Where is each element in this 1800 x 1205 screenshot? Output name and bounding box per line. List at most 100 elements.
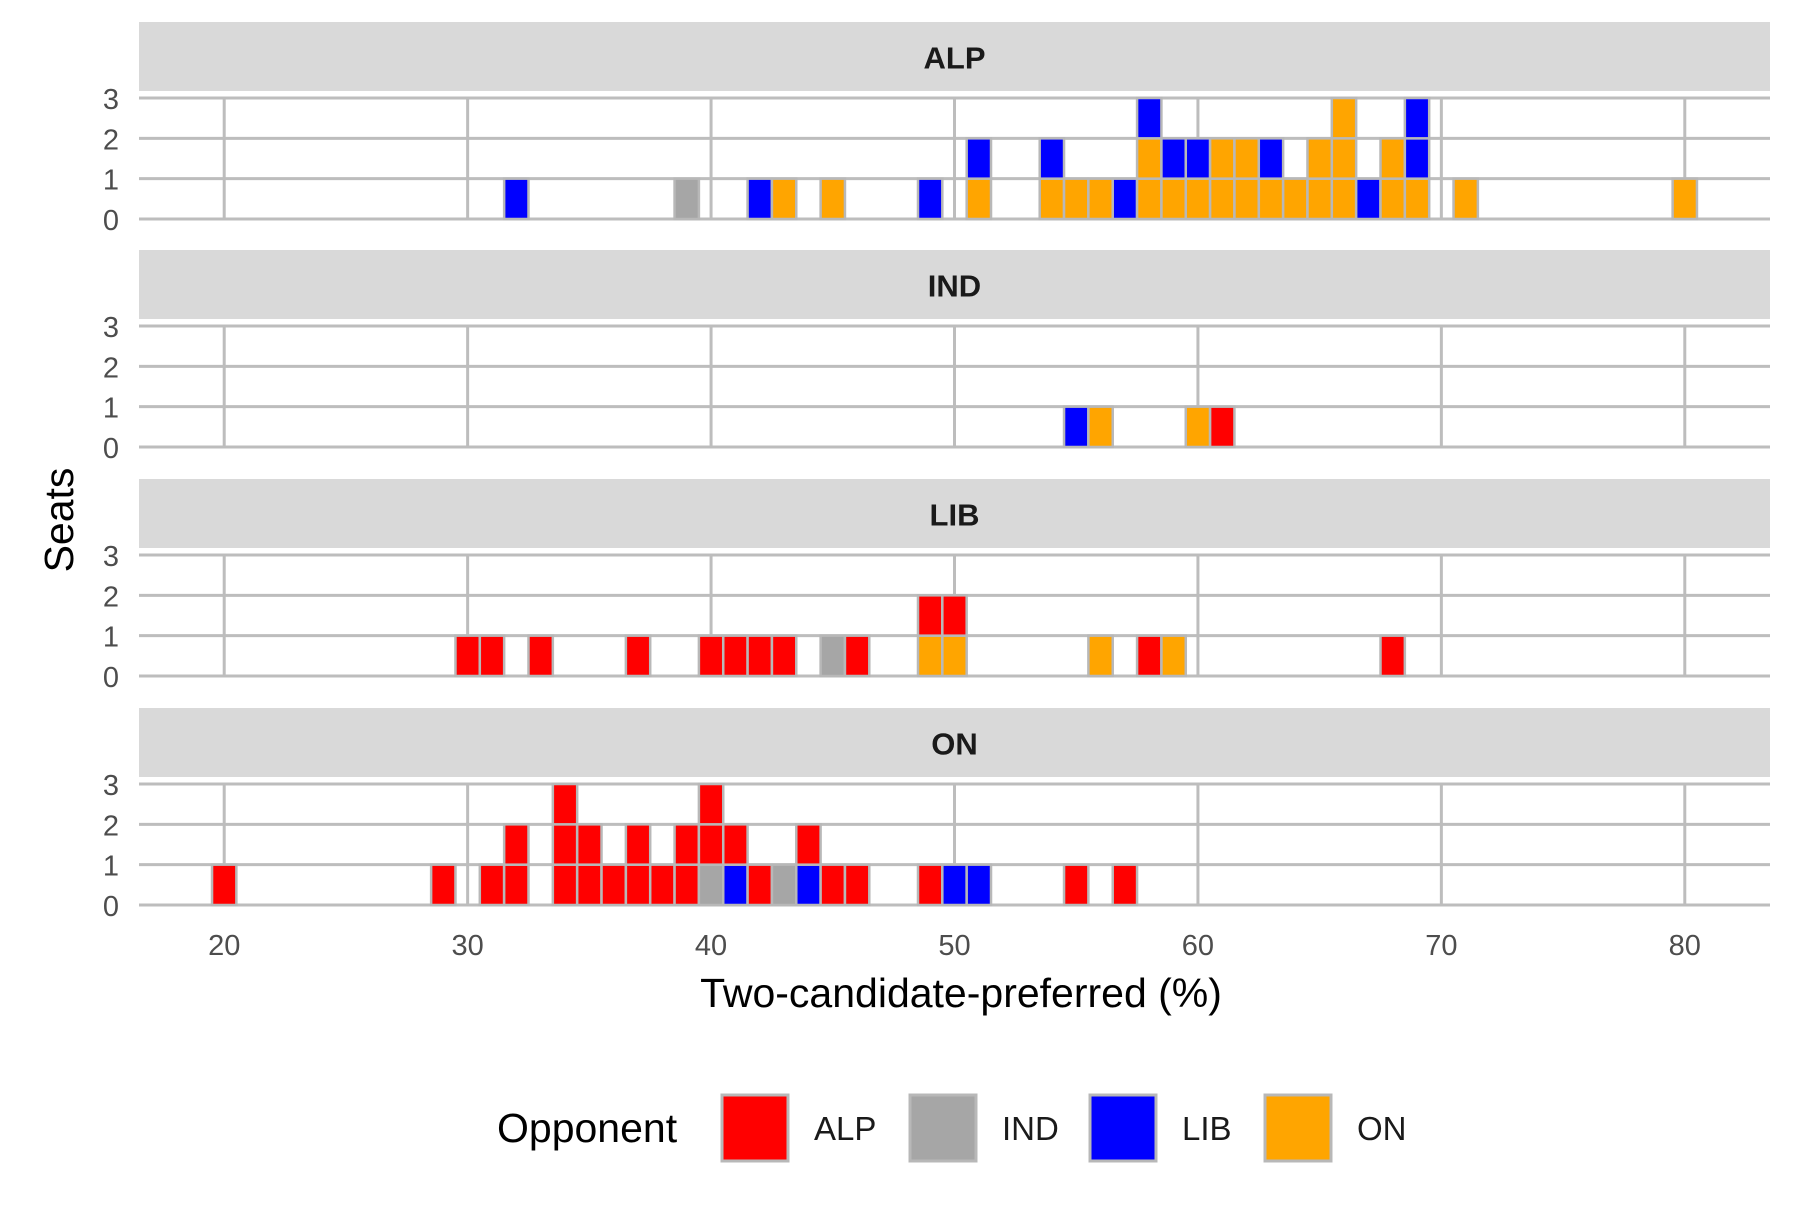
bar-segment bbox=[1135, 137, 1163, 180]
bar-segment bbox=[721, 634, 749, 678]
bar-segment bbox=[1184, 137, 1212, 180]
bar-segment bbox=[1160, 137, 1188, 180]
bar-segment bbox=[746, 863, 774, 907]
legend-key-swatch bbox=[908, 1093, 978, 1163]
facet-strip-label: IND bbox=[928, 269, 981, 304]
bar-segment bbox=[965, 177, 993, 221]
bar-segment bbox=[624, 634, 652, 678]
bar-segment bbox=[1281, 177, 1309, 221]
y-tick-label: 2 bbox=[103, 810, 119, 842]
legend-key-label: ALP bbox=[814, 1110, 876, 1147]
bar-segment bbox=[1087, 634, 1114, 678]
bar-segment bbox=[1111, 863, 1139, 907]
bar-segment bbox=[795, 863, 822, 907]
bar-segment bbox=[551, 863, 579, 907]
facet-panel-on: ON 0 1 2 3 bbox=[103, 708, 1770, 923]
y-tick-label: 2 bbox=[103, 352, 119, 384]
y-tick-label: 1 bbox=[103, 165, 119, 197]
facet-panel-lib: LIB 0 1 2 3 bbox=[103, 479, 1770, 694]
bar-segment bbox=[1233, 177, 1261, 221]
bar-segment bbox=[1184, 405, 1212, 449]
bar-segment bbox=[1208, 405, 1236, 449]
legend-key-label: IND bbox=[1002, 1110, 1059, 1147]
y-tick-label: 2 bbox=[103, 124, 119, 156]
bar-segment bbox=[502, 177, 530, 221]
bar-segment bbox=[502, 823, 530, 866]
legend-title: Opponent bbox=[497, 1105, 678, 1151]
bar-segment bbox=[1403, 96, 1431, 140]
bar-segment bbox=[575, 823, 603, 866]
panels-layer: ALP 0 1 2 3 IND 0 1 2 3 LIB 0 1 2 3 ON 0 1 2 3 bbox=[103, 22, 1770, 923]
bar-segment bbox=[551, 823, 579, 866]
bar-segment bbox=[1452, 177, 1480, 221]
facet-strip bbox=[139, 708, 1770, 777]
y-tick-label: 0 bbox=[103, 433, 119, 465]
y-tick-label: 3 bbox=[103, 312, 119, 344]
facet-strip-label: ON bbox=[931, 727, 978, 762]
facet-strip-label: LIB bbox=[930, 498, 980, 533]
bar-segment bbox=[551, 782, 579, 826]
facet-panel-ind: IND 0 1 2 3 bbox=[103, 250, 1770, 465]
bar-segment bbox=[1135, 96, 1163, 140]
bar-segment bbox=[1671, 177, 1699, 221]
bar-segment bbox=[1403, 177, 1431, 221]
x-tick-label: 50 bbox=[938, 930, 970, 962]
legend-key-label: LIB bbox=[1182, 1110, 1232, 1147]
x-axis: 20 30 40 50 60 70 80 bbox=[208, 930, 1701, 962]
bar-segment bbox=[1306, 137, 1334, 180]
bar-segment bbox=[721, 823, 749, 866]
bar-segment bbox=[1257, 137, 1285, 180]
bar-segment bbox=[429, 863, 457, 907]
bar-segment bbox=[527, 634, 555, 678]
bar-segment bbox=[916, 177, 944, 221]
x-tick-label: 70 bbox=[1425, 930, 1457, 962]
y-tick-label: 2 bbox=[103, 581, 119, 613]
bar-segment bbox=[770, 177, 798, 221]
y-tick-label: 1 bbox=[103, 622, 119, 654]
facet-strip-label: ALP bbox=[924, 41, 986, 76]
x-tick-label: 40 bbox=[695, 930, 727, 962]
legend: Opponent ALP IND LIB ON bbox=[497, 1093, 1407, 1163]
legend-key-swatch bbox=[720, 1093, 790, 1163]
bar-segment bbox=[673, 823, 701, 866]
facet-strip bbox=[139, 22, 1770, 91]
y-tick-label: 0 bbox=[103, 205, 119, 237]
bar-segment bbox=[1379, 137, 1407, 180]
bar-segment bbox=[941, 634, 968, 678]
legend-item-lib: LIB bbox=[1088, 1093, 1232, 1163]
y-tick-label: 3 bbox=[103, 84, 119, 116]
bar-segment bbox=[746, 177, 774, 221]
bar-segment bbox=[1403, 137, 1431, 180]
bar-segment bbox=[1379, 177, 1407, 221]
bar-segment bbox=[795, 823, 822, 866]
bar-segment bbox=[916, 594, 944, 637]
bar-segment bbox=[1160, 634, 1188, 678]
bar-segment bbox=[819, 863, 847, 907]
bar-segment bbox=[624, 823, 652, 866]
bar-segment bbox=[1135, 177, 1163, 221]
bar-segment bbox=[1062, 177, 1090, 221]
bar-segment bbox=[941, 594, 968, 637]
y-tick-label: 3 bbox=[103, 770, 119, 802]
facet-strip bbox=[139, 479, 1770, 548]
legend-key-label: ON bbox=[1357, 1110, 1407, 1147]
legend-item-alp: ALP bbox=[720, 1093, 876, 1163]
x-tick-label: 80 bbox=[1669, 930, 1701, 962]
bar-segment bbox=[697, 634, 725, 678]
x-tick-label: 30 bbox=[452, 930, 484, 962]
bar-segment bbox=[1354, 177, 1382, 221]
bar-segment bbox=[1208, 177, 1236, 221]
bar-segment bbox=[697, 863, 725, 907]
x-axis-title: Two-candidate-preferred (%) bbox=[700, 970, 1222, 1016]
bar-segment bbox=[843, 863, 871, 907]
y-tick-label: 3 bbox=[103, 541, 119, 573]
bar-segment bbox=[1330, 177, 1358, 221]
bar-segment bbox=[965, 137, 993, 180]
bar-segment bbox=[1233, 137, 1261, 180]
bar-segment bbox=[916, 634, 944, 678]
bar-segment bbox=[770, 634, 798, 678]
bar-segment bbox=[819, 177, 847, 221]
bar-segment bbox=[624, 863, 652, 907]
legend-item-on: ON bbox=[1263, 1093, 1407, 1163]
